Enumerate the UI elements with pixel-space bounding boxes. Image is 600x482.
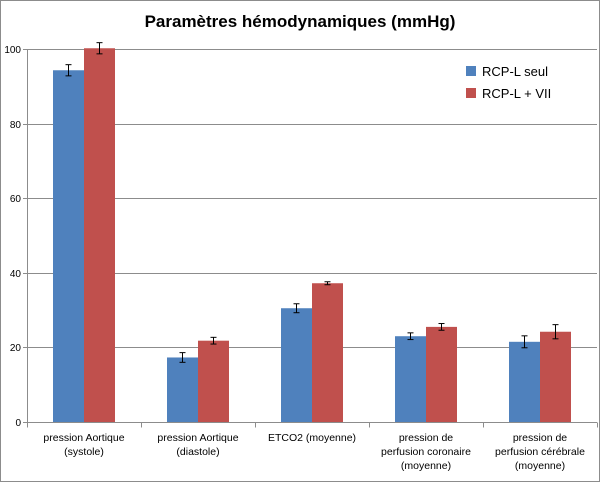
gridlines bbox=[27, 49, 597, 348]
bars bbox=[53, 42, 571, 423]
legend-label: RCP-L + VII bbox=[482, 86, 551, 101]
bar-series2 bbox=[540, 331, 571, 422]
x-tick-label: pression Aortique (diastole) bbox=[157, 432, 238, 458]
y-tick-label: 40 bbox=[10, 269, 22, 280]
bar-series2 bbox=[84, 48, 115, 423]
y-tick-label: 60 bbox=[10, 194, 22, 205]
y-tick-label: 100 bbox=[4, 45, 21, 56]
y-tick-label: 20 bbox=[10, 343, 22, 354]
y-tick-label: 0 bbox=[15, 418, 21, 429]
category-labels: pression Aortique (systole) pression Aorti… bbox=[43, 432, 585, 472]
x-tick-label: ETCO2 (moyenne) bbox=[268, 432, 356, 444]
legend-label: RCP-L seul bbox=[482, 64, 548, 79]
chart-title: Paramètres hémodynamiques (mmHg) bbox=[145, 12, 456, 31]
bar-series2 bbox=[312, 283, 343, 422]
bar-series1 bbox=[395, 336, 426, 422]
x-tick-label: pression Aortique (systole) bbox=[43, 432, 124, 458]
legend-swatch bbox=[466, 66, 476, 76]
x-tick-label: pression de perfusion coronaire (moyenne) bbox=[381, 432, 471, 472]
x-tick-label: pression de perfusion cérébrale (moyenne) bbox=[495, 432, 585, 472]
legend-swatch bbox=[466, 88, 476, 98]
bar-series2 bbox=[198, 340, 229, 422]
bar-series2 bbox=[426, 326, 457, 422]
bar-series1 bbox=[281, 308, 312, 422]
bar-series1 bbox=[509, 341, 540, 422]
bar-series1 bbox=[167, 357, 198, 422]
bar-series1 bbox=[53, 70, 84, 423]
y-tick-label: 80 bbox=[10, 120, 22, 131]
axes: 0 20 40 60 80 100 bbox=[4, 45, 598, 429]
legend: RCP-L seul RCP-L + VII bbox=[466, 64, 551, 101]
